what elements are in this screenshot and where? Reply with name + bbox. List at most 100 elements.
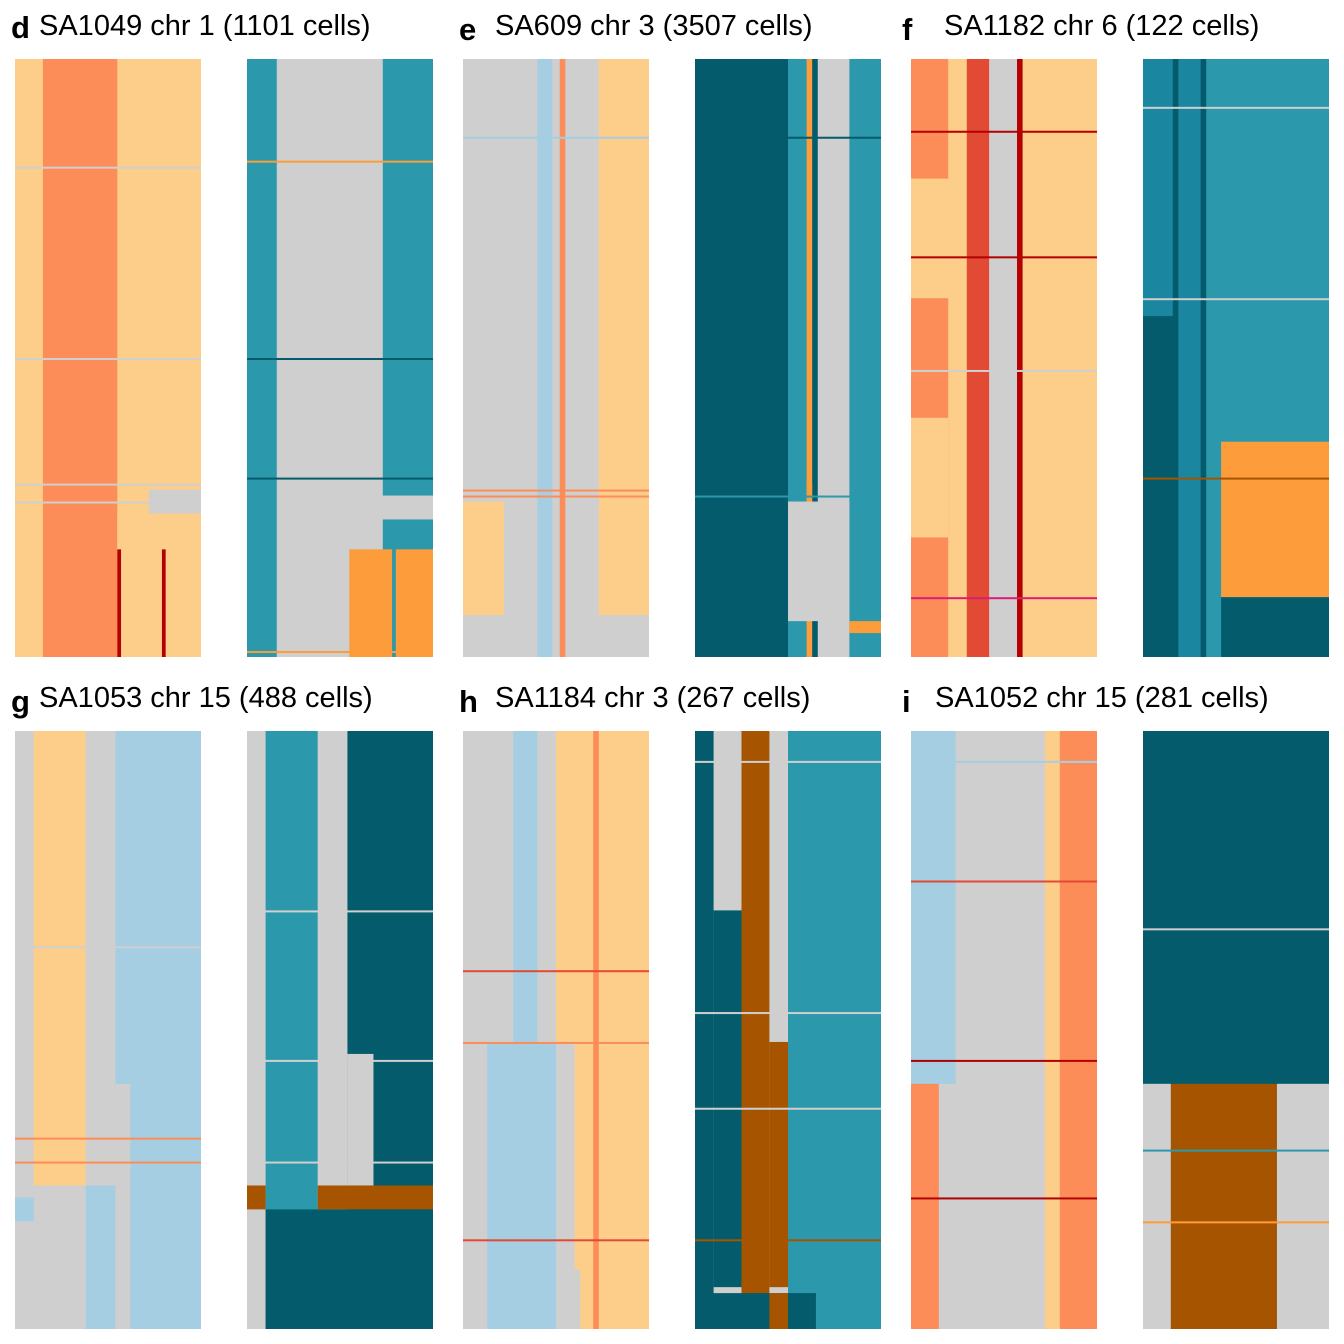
heatmap-allele-specific-state <box>695 731 881 1329</box>
heatmap-streak <box>247 651 433 654</box>
panel-letter: g <box>11 684 30 719</box>
heatmap-streak <box>911 1197 1097 1200</box>
heatmap-svg <box>463 731 649 1329</box>
heatmap-column-segment <box>695 59 789 657</box>
heatmap-column-segment <box>598 59 649 657</box>
heatmap-svg <box>1143 59 1329 657</box>
heatmap-streak <box>463 136 649 139</box>
heatmap-block <box>85 1185 116 1329</box>
heatmap-column-segment <box>788 731 881 1329</box>
heatmap-block <box>463 501 504 616</box>
heatmap-streak <box>695 136 881 139</box>
heatmap-block <box>556 1041 575 1329</box>
heatmap-block <box>392 549 396 657</box>
heatmap-streak <box>1143 106 1329 109</box>
heatmap-allele-specific-state <box>1143 59 1329 657</box>
heatmap-streak <box>911 597 1097 600</box>
heatmap-svg <box>247 59 433 657</box>
heatmap-column-segment <box>593 731 600 1329</box>
heatmap-block <box>1221 441 1329 598</box>
heatmap-column-segment <box>849 59 881 657</box>
panel-title: SA1049 chr 1 (1101 cells) <box>39 10 371 42</box>
heatmap-svg <box>695 59 881 657</box>
heatmap-block <box>15 1197 34 1222</box>
heatmap-column-segment <box>966 59 990 657</box>
heatmap-streak <box>247 160 433 163</box>
heatmap-block <box>247 1185 266 1210</box>
heatmap-streak <box>15 483 201 486</box>
heatmap-column-segment <box>552 59 561 657</box>
heatmap-streak <box>463 970 649 973</box>
heatmap-allele-specific-state <box>247 59 433 657</box>
heatmap-block <box>1143 1083 1171 1329</box>
heatmap-column-segment <box>1059 731 1097 1329</box>
heatmap-svg <box>911 731 1097 1329</box>
heatmap-streak <box>695 760 881 763</box>
heatmap-streak <box>463 489 649 492</box>
heatmap-block <box>849 621 881 634</box>
heatmap-block <box>117 549 122 657</box>
heatmap-block <box>806 483 813 502</box>
heatmap-column-segment <box>948 59 968 657</box>
heatmap-block <box>695 1293 816 1329</box>
heatmap-block <box>347 1053 374 1186</box>
heatmap-streak <box>911 256 1097 259</box>
heatmap-streak <box>15 358 201 360</box>
heatmap-allele-specific-state <box>1143 731 1329 1329</box>
heatmap-svg <box>247 731 433 1329</box>
heatmap-column-segment <box>537 59 553 657</box>
heatmap-streak <box>15 166 201 169</box>
heatmap-streak <box>1143 928 1329 931</box>
heatmap-column-segment <box>513 731 538 1329</box>
heatmap-block <box>537 1041 556 1329</box>
heatmap-allele-specific-state <box>247 731 433 1329</box>
heatmap-column-segment <box>15 731 35 1329</box>
heatmap-streak <box>247 910 433 913</box>
heatmap-streak <box>911 880 1097 883</box>
heatmap-block <box>1221 597 1329 657</box>
heatmap-streak <box>247 1161 433 1164</box>
heatmap-block <box>265 1209 433 1329</box>
heatmap-column-segment <box>695 731 715 1329</box>
heatmap-streak <box>15 501 201 504</box>
heatmap-column-segment <box>1022 59 1097 657</box>
panel-letter: f <box>902 12 913 47</box>
heatmap-column-segment <box>559 59 566 657</box>
heatmap-streak <box>1143 1221 1329 1224</box>
heatmap-streak <box>695 1012 881 1015</box>
heatmap-block <box>487 1041 514 1329</box>
heatmap-column-segment <box>247 731 267 1329</box>
heatmap-total-copy-number <box>15 59 201 657</box>
heatmap-svg <box>463 59 649 657</box>
panel-letter: h <box>459 684 478 719</box>
heatmap-column-segment <box>1200 59 1207 657</box>
heatmap-block <box>769 1041 788 1288</box>
heatmap-streak <box>911 1059 1097 1062</box>
heatmap-streak <box>463 1239 649 1242</box>
heatmap-column-segment <box>1178 59 1202 657</box>
heatmap-streak <box>15 1161 201 1164</box>
heatmap-svg <box>911 59 1097 657</box>
heatmap-block <box>117 513 201 657</box>
heatmap-block <box>115 1083 131 1329</box>
heatmap-streak <box>247 477 433 480</box>
heatmap-block <box>938 1083 956 1329</box>
heatmap-block <box>161 549 166 657</box>
heatmap-column-segment <box>598 731 649 1329</box>
panel-title: SA1184 chr 3 (267 cells) <box>495 682 811 714</box>
heatmap-svg <box>15 731 201 1329</box>
panel-title: SA1182 chr 6 (122 cells) <box>944 10 1260 42</box>
heatmap-block <box>574 1269 581 1329</box>
heatmap-streak <box>1143 1149 1329 1152</box>
panel-title: SA1052 chr 15 (281 cells) <box>935 682 1269 714</box>
heatmap-block <box>788 501 850 622</box>
heatmap-streak <box>911 760 1097 763</box>
heatmap-column-segment <box>741 731 770 1329</box>
heatmap-block <box>769 1293 788 1329</box>
heatmap-block <box>1170 1083 1277 1329</box>
heatmap-svg <box>15 59 201 657</box>
heatmap-streak <box>463 495 649 498</box>
heatmap-total-copy-number <box>15 731 201 1329</box>
heatmap-column-segment <box>565 59 600 657</box>
heatmap-streak <box>1143 477 1329 480</box>
